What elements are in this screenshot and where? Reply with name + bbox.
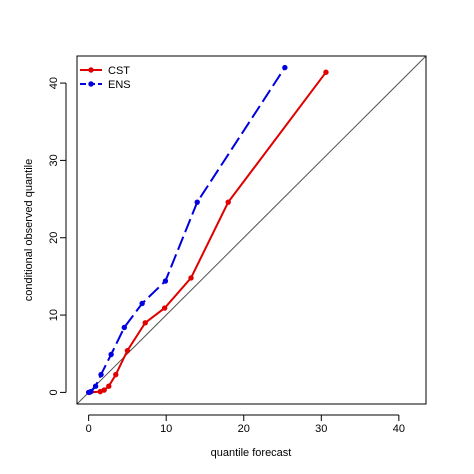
x-axis: 0 10 20 30 40 <box>86 414 405 435</box>
data-point-ens <box>108 351 114 358</box>
legend-item-cst: CST <box>80 65 130 77</box>
x-tick-label: 10 <box>160 423 172 435</box>
data-point-ens <box>282 64 288 71</box>
legend-marker <box>88 81 94 87</box>
data-point-cst <box>323 69 329 75</box>
data-point-cst <box>188 275 194 281</box>
data-point-ens <box>92 383 99 389</box>
series-line-cst <box>89 71 327 394</box>
x-axis-label: quantile forecast <box>211 447 292 459</box>
data-point-ens <box>194 199 200 205</box>
y-axis-label: conditional observed quantile <box>23 159 35 302</box>
legend-label: CST <box>108 65 130 77</box>
series-layer <box>85 64 329 396</box>
data-point-ens <box>88 388 94 395</box>
data-point-cst <box>113 371 119 378</box>
legend: CST ENS <box>80 65 131 91</box>
series-line-ens <box>88 67 286 394</box>
legend-marker <box>88 67 94 73</box>
data-point-ens <box>162 278 169 284</box>
data-point-cst <box>161 305 168 311</box>
data-point-cst <box>142 320 148 326</box>
x-tick-label: 0 <box>86 423 92 435</box>
data-point-ens <box>139 300 145 307</box>
plot-frame <box>76 55 427 405</box>
x-tick-label: 30 <box>315 423 327 435</box>
series-cst <box>86 69 329 396</box>
y-tick-label: 10 <box>48 309 60 321</box>
y-tick-label: 0 <box>48 389 60 395</box>
x-tick-label: 40 <box>393 423 405 435</box>
data-point-cst <box>106 383 112 389</box>
legend-label: ENS <box>108 79 131 91</box>
data-point-ens <box>98 371 104 378</box>
legend-item-ens: ENS <box>80 79 131 91</box>
y-tick-label: 30 <box>48 154 60 166</box>
y-tick-label: 40 <box>48 77 60 89</box>
series-ens <box>85 64 288 396</box>
reference-diagonal <box>76 55 427 405</box>
y-axis: 0 10 20 30 40 <box>48 77 67 395</box>
data-point-cst <box>225 199 231 205</box>
data-point-cst <box>124 347 131 354</box>
data-point-cst <box>101 387 107 393</box>
data-point-ens <box>121 324 128 331</box>
y-tick-label: 20 <box>48 232 60 244</box>
x-tick-label: 20 <box>238 423 250 435</box>
